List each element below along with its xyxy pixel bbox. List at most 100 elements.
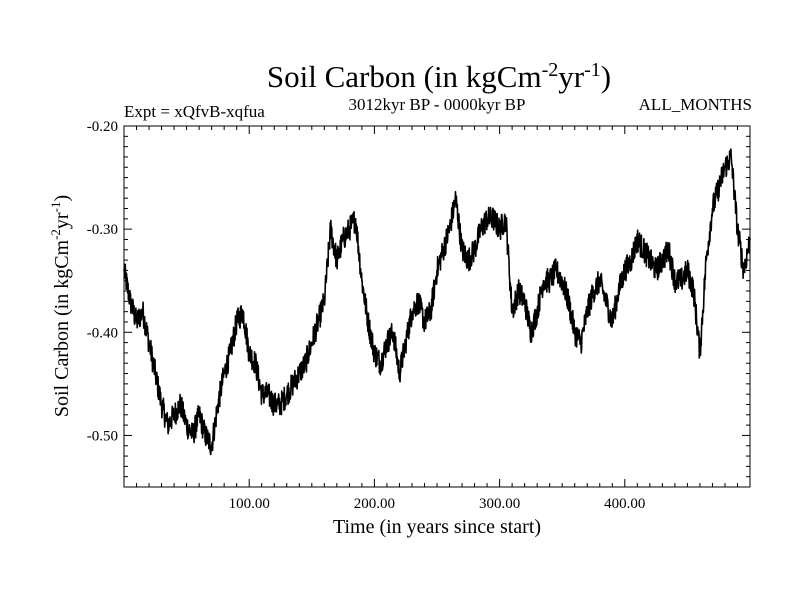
chart-title: Soil Carbon (in kgCm-2yr-1) <box>267 59 611 94</box>
x-tick-label: 100.00 <box>229 496 270 512</box>
data-point <box>217 403 219 406</box>
data-point <box>423 321 426 323</box>
series-line <box>123 148 751 456</box>
data-point <box>680 279 682 282</box>
data-point <box>536 310 538 313</box>
data-point <box>285 393 288 395</box>
data-point <box>605 300 607 303</box>
data-point <box>185 424 188 426</box>
data-point <box>649 259 651 261</box>
data-point <box>724 166 726 169</box>
data-point <box>379 362 382 365</box>
x-tick-label: 300.00 <box>479 496 520 512</box>
data-point <box>454 197 457 199</box>
data-point <box>417 300 420 303</box>
series-group <box>123 148 751 456</box>
plot-frame <box>123 125 751 488</box>
data-point <box>617 290 620 292</box>
data-point <box>267 393 269 395</box>
data-point <box>154 372 157 375</box>
data-point <box>467 259 470 261</box>
data-point <box>317 321 319 323</box>
data-point <box>498 228 501 230</box>
data-point <box>304 362 307 365</box>
data-point <box>567 300 570 303</box>
data-point <box>123 269 125 272</box>
data-point <box>492 218 495 220</box>
data-point <box>630 259 632 261</box>
data-point <box>461 248 463 251</box>
data-point <box>248 352 250 354</box>
data-point <box>436 269 438 272</box>
data-point <box>473 248 476 251</box>
x-axis: 100.00 200.00 300.00 400.00 <box>136 126 738 512</box>
data-point <box>148 341 150 344</box>
y-tick-label: -0.20 <box>87 119 118 135</box>
data-point <box>336 259 338 261</box>
data-point <box>298 372 301 375</box>
data-point <box>686 269 689 272</box>
y-tick-label: -0.30 <box>87 222 118 238</box>
data-point <box>279 403 282 406</box>
x-tick-label: 200.00 <box>354 496 395 512</box>
data-point <box>411 310 413 313</box>
data-point <box>179 403 182 406</box>
data-point <box>398 372 401 375</box>
data-point <box>661 259 664 261</box>
data-point <box>198 414 200 416</box>
data-point <box>742 269 745 272</box>
data-point <box>624 269 626 272</box>
data-point <box>667 248 670 251</box>
y-axis-label: Soil Carbon (in kgCm-2yr-1) <box>48 195 73 417</box>
data-point <box>129 300 132 303</box>
data-point <box>711 207 714 210</box>
data-point <box>486 218 488 220</box>
data-point <box>442 248 445 251</box>
data-point <box>505 218 507 220</box>
data-point <box>511 310 513 313</box>
data-point <box>555 269 557 272</box>
data-point <box>135 321 138 323</box>
data-point <box>386 341 388 344</box>
data-point <box>523 300 526 303</box>
data-point <box>636 238 639 241</box>
y-tick-label: -0.40 <box>87 325 118 341</box>
data-point <box>329 228 332 230</box>
data-point <box>530 331 532 334</box>
data-point <box>254 362 257 365</box>
data-point <box>730 156 733 158</box>
data-point <box>173 414 175 416</box>
data-point <box>392 331 394 334</box>
data-point <box>361 279 363 282</box>
data-point <box>223 372 225 375</box>
data-point <box>573 331 576 334</box>
data-point <box>655 269 657 272</box>
data-point <box>598 279 601 282</box>
data-point <box>354 218 357 220</box>
data-point <box>192 434 194 437</box>
data-point <box>235 321 238 323</box>
experiment-label: Expt = xQfvB-xqfua <box>124 102 265 121</box>
data-point <box>210 444 213 447</box>
data-point <box>749 238 751 241</box>
data-point <box>311 341 313 344</box>
data-point <box>292 383 294 385</box>
data-point <box>204 434 207 437</box>
data-point <box>592 290 595 292</box>
data-point <box>167 424 169 426</box>
time-range-label: 3012kyr BP - 0000kyr BP <box>349 95 526 114</box>
data-point <box>480 228 482 230</box>
data-point <box>323 300 326 303</box>
data-point <box>586 310 589 313</box>
data-point <box>580 341 582 344</box>
data-point <box>429 310 432 313</box>
data-point <box>273 403 276 406</box>
months-label: ALL_MONTHS <box>639 95 752 114</box>
data-point <box>160 403 163 406</box>
data-point <box>260 393 263 395</box>
data-point <box>561 279 563 282</box>
x-axis-label: Time (in years since start) <box>333 516 541 538</box>
data-point <box>342 238 344 241</box>
data-point <box>699 352 701 354</box>
